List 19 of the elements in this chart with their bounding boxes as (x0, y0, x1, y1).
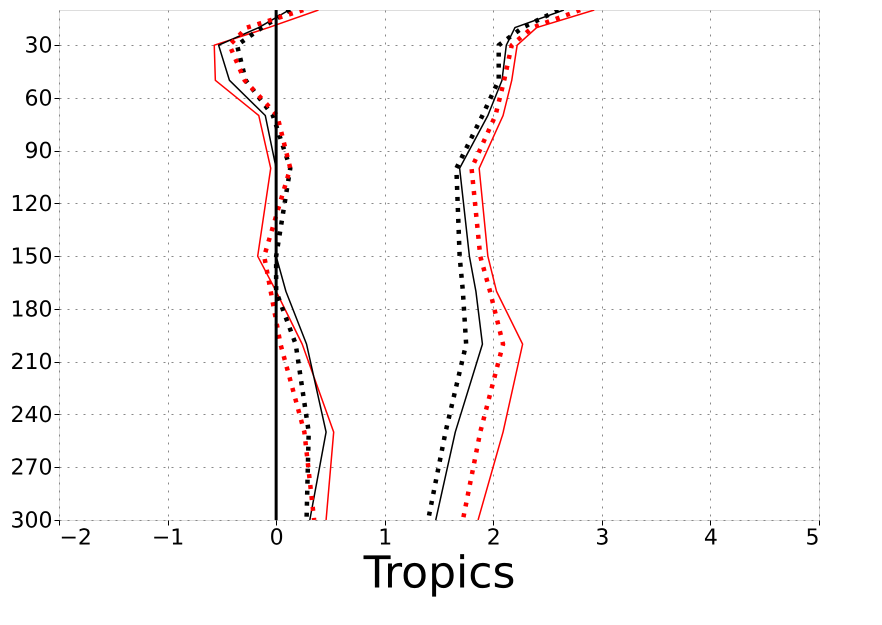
x-tick-label: 4 (704, 526, 718, 550)
y-tick-label: 180 (10, 297, 52, 322)
x-tick-label: 5 (806, 526, 820, 550)
x-axis-title: Tropics (362, 548, 516, 598)
x-tick-label: 0 (270, 526, 284, 550)
x-tick-label: 1 (378, 526, 392, 550)
y-tick-label: 30 (24, 34, 52, 59)
x-tick-label: −2 (60, 526, 92, 550)
y-tick-label: 270 (10, 456, 52, 481)
x-tick-label: 3 (595, 526, 610, 550)
y-tick-label: 150 (10, 244, 52, 270)
y-tick-label: 120 (10, 192, 52, 217)
y-tick-label: 90 (24, 139, 52, 164)
x-tick-label: 2 (486, 526, 501, 550)
y-tick-label: 60 (24, 86, 52, 112)
x-tick-label: −1 (152, 526, 184, 550)
y-tick-label: 300 (10, 508, 52, 534)
y-tick-label: 210 (10, 350, 52, 376)
y-tick-label: 240 (10, 402, 52, 428)
